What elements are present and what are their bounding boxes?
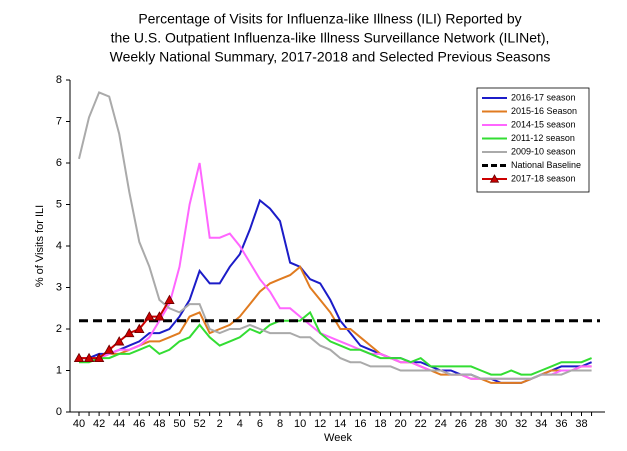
- y-tick-label: 6: [56, 157, 62, 169]
- point-marker: [134, 323, 145, 334]
- series-line: [79, 310, 592, 376]
- x-tick-label: 52: [193, 418, 205, 430]
- point-marker: [124, 327, 135, 338]
- x-tick-label: 36: [555, 418, 567, 430]
- x-tick-label: 22: [415, 418, 427, 430]
- y-axis-label: % of Visits for ILI: [34, 205, 46, 287]
- x-tick-label: 20: [394, 418, 406, 430]
- legend-label: 2014-15 season: [511, 119, 576, 129]
- x-tick-label: 48: [153, 418, 165, 430]
- x-tick-label: 18: [374, 418, 386, 430]
- legend-label: 2015-16 Season: [511, 106, 577, 116]
- y-tick-label: 7: [56, 115, 62, 127]
- point-marker: [114, 336, 125, 346]
- y-tick-label: 4: [56, 240, 62, 252]
- x-tick-label: 2: [217, 418, 223, 430]
- x-axis-label: Week: [324, 432, 352, 444]
- chart-title: Weekly National Summary, 2017-2018 and S…: [110, 49, 551, 65]
- x-tick-label: 16: [354, 418, 366, 430]
- x-tick-label: 42: [93, 418, 105, 430]
- legend-label: 2016-17 season: [511, 92, 576, 102]
- point-marker: [144, 311, 155, 321]
- y-tick-label: 0: [56, 406, 62, 418]
- point-marker: [93, 352, 105, 363]
- point-marker: [73, 352, 85, 363]
- legend-box: [476, 87, 590, 193]
- series-line: [79, 162, 592, 380]
- series-line: [79, 299, 171, 360]
- point-marker: [83, 352, 95, 363]
- x-tick-label: 14: [334, 418, 346, 430]
- x-tick-label: 10: [294, 418, 306, 430]
- y-tick-label: 3: [56, 281, 62, 293]
- x-tick-label: 50: [173, 418, 185, 430]
- x-tick-label: 8: [277, 418, 283, 430]
- legend-label: 2017-18 season: [511, 173, 576, 183]
- y-tick-label: 2: [56, 323, 62, 335]
- x-tick-label: 28: [475, 418, 487, 430]
- x-tick-label: 30: [495, 418, 507, 430]
- x-tick-label: 38: [575, 418, 587, 430]
- x-tick-label: 6: [257, 418, 263, 430]
- legend-label: National Baseline: [511, 160, 581, 170]
- x-tick-label: 44: [113, 418, 125, 430]
- y-tick-label: 8: [56, 74, 62, 86]
- legend-marker: [489, 174, 500, 183]
- y-tick-label: 1: [56, 364, 62, 376]
- x-tick-label: 12: [314, 418, 326, 430]
- chart-title: Percentage of Visits for Influenza-like …: [138, 11, 521, 27]
- x-tick-label: 32: [515, 418, 527, 430]
- y-tick-label: 5: [56, 198, 62, 210]
- x-tick-label: 24: [435, 418, 447, 430]
- x-tick-label: 34: [535, 418, 547, 430]
- chart-title: the U.S. Outpatient Influenza-like Illne…: [111, 30, 550, 46]
- legend-label: 2009-10 season: [511, 146, 576, 156]
- point-marker: [154, 311, 165, 321]
- x-tick-label: 4: [237, 418, 243, 430]
- x-tick-label: 26: [455, 418, 467, 430]
- point-marker: [103, 344, 115, 354]
- legend-label: 2011-12 season: [511, 133, 575, 143]
- point-marker: [164, 294, 175, 304]
- series-line: [78, 91, 592, 380]
- x-tick-label: 40: [73, 418, 85, 430]
- x-tick-label: 46: [133, 418, 145, 430]
